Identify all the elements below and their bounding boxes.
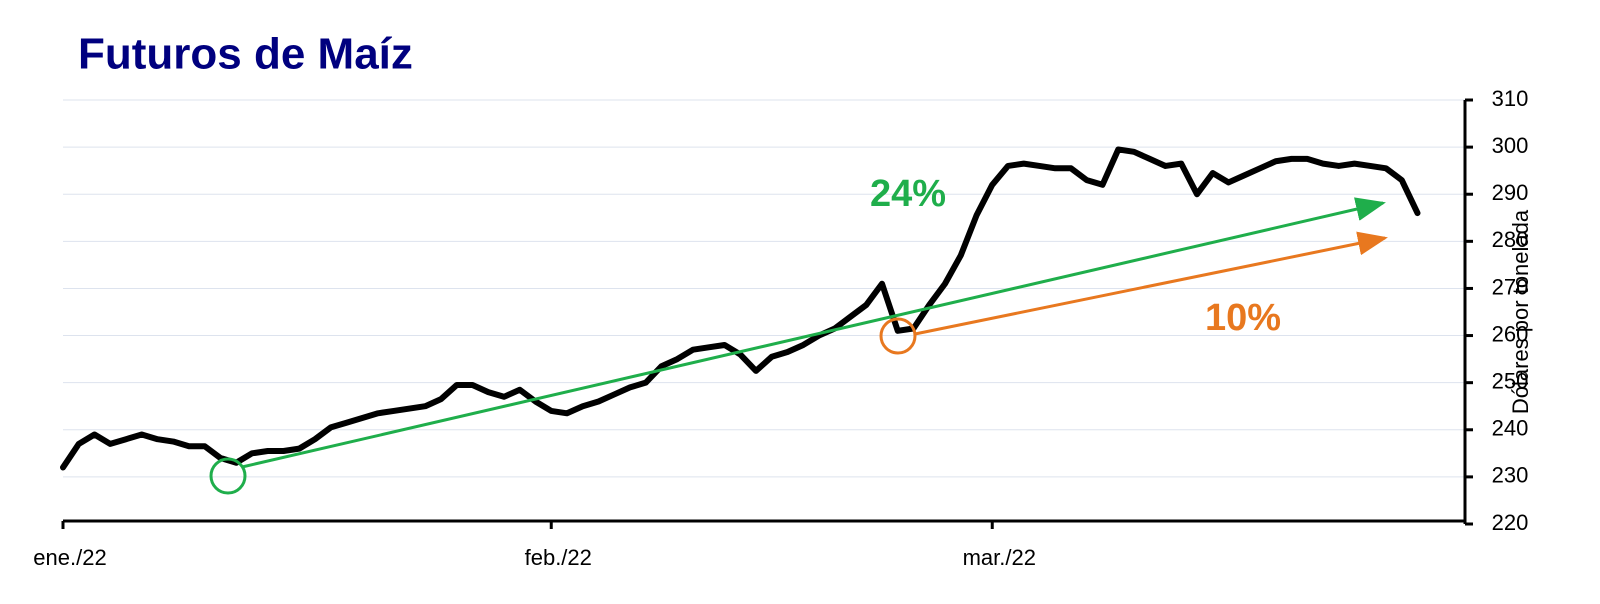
y-tick-label: 230	[1492, 463, 1529, 488]
y-tick-label: 300	[1492, 133, 1529, 158]
y-axis-label: Dólares por tonelada	[1508, 209, 1533, 414]
y-tick-label: 290	[1492, 180, 1529, 205]
y-tick-label: 220	[1492, 510, 1529, 535]
y-tick-label: 260	[1492, 321, 1529, 346]
y-tick-label: 280	[1492, 227, 1529, 252]
plot-area: 220 230 240 250 260 270 280 290 300 310 ene./22 feb…	[33, 86, 1528, 570]
x-tick-label: feb./22	[525, 545, 592, 570]
annotation: 24%	[870, 173, 946, 215]
y-tick-label: 240	[1492, 416, 1529, 441]
chart-title: Futuros de Maíz	[78, 30, 413, 79]
annotation: 10%	[1205, 297, 1281, 339]
x-tick-label: ene./22	[33, 545, 106, 570]
trend-arrow	[914, 231, 1388, 336]
y-tick-label: 270	[1492, 274, 1529, 299]
y-tick-label: 310	[1492, 86, 1529, 111]
trend-arrow	[241, 197, 1386, 469]
marker-circle	[879, 317, 917, 355]
marker-circle	[209, 457, 247, 495]
x-tick-label: mar./22	[963, 545, 1036, 570]
y-tick-label: 250	[1492, 368, 1529, 393]
price-line	[60, 146, 1421, 471]
